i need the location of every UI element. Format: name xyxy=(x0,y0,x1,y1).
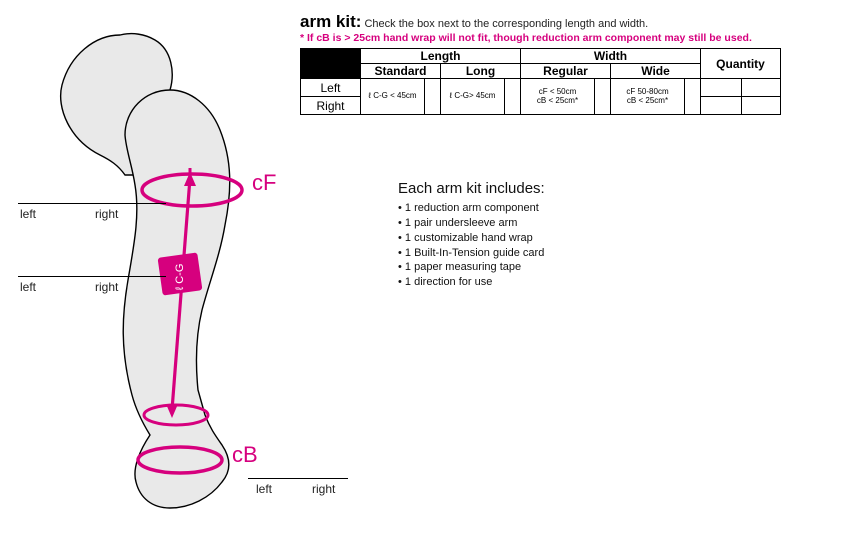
includes-item: • 1 direction for use xyxy=(398,275,545,290)
includes-item: • 1 paper measuring tape xyxy=(398,260,545,275)
length-group-header: Length xyxy=(361,49,521,64)
left-label-upper: left xyxy=(20,207,36,221)
wide-header: Wide xyxy=(611,64,701,79)
cell-wide-text: cF 50-80cm cB < 25cm* xyxy=(611,79,684,114)
sizing-table: Length Width Quantity Standard Long Regu… xyxy=(300,48,781,115)
qty-right-a[interactable] xyxy=(701,97,741,114)
checkbox-wide[interactable] xyxy=(684,79,700,114)
checkbox-long[interactable] xyxy=(504,79,520,114)
cell-standard: ℓ C-G < 45cm xyxy=(361,79,441,115)
quantity-header: Quantity xyxy=(701,49,781,79)
lr-line-mid xyxy=(18,276,166,277)
long-header: Long xyxy=(441,64,521,79)
right-label-mid: right xyxy=(95,280,118,294)
right-label-bottom: right xyxy=(312,482,335,496)
cell-regular: cF < 50cm cB < 25cm* xyxy=(521,79,611,115)
qty-right-b[interactable] xyxy=(741,97,781,114)
title-prefix: arm kit: xyxy=(300,12,361,31)
width-group-header: Width xyxy=(521,49,701,64)
includes-item: • 1 pair undersleeve arm xyxy=(398,216,545,231)
cell-long: ℓ C-G> 45cm xyxy=(441,79,521,115)
cell-regular-text: cF < 50cm cB < 25cm* xyxy=(521,79,594,114)
warning-text: * If cB is > 25cm hand wrap will not fit… xyxy=(300,32,752,44)
left-label-bottom: left xyxy=(256,482,272,496)
standard-header: Standard xyxy=(361,64,441,79)
lr-line-upper xyxy=(18,203,166,204)
cell-long-text: ℓ C-G> 45cm xyxy=(441,79,504,114)
title-line: arm kit: Check the box next to the corre… xyxy=(300,12,752,32)
qty-left-b[interactable] xyxy=(741,79,781,96)
qty-left-a[interactable] xyxy=(701,79,741,96)
includes-block: Each arm kit includes: • 1 reduction arm… xyxy=(398,180,545,290)
includes-item: • 1 Built-In-Tension guide card xyxy=(398,246,545,261)
cF-label: cF xyxy=(252,170,276,196)
lr-line-bottom xyxy=(248,478,348,479)
cB-label: cB xyxy=(232,442,258,468)
title-rest: Check the box next to the corresponding … xyxy=(364,18,648,30)
regular-header: Regular xyxy=(521,64,611,79)
left-label-mid: left xyxy=(20,280,36,294)
checkbox-regular[interactable] xyxy=(594,79,610,114)
length-box-text: ℓ C-G xyxy=(174,264,186,291)
includes-heading: Each arm kit includes: xyxy=(398,180,545,197)
includes-item: • 1 customizable hand wrap xyxy=(398,231,545,246)
cell-qty-right xyxy=(701,97,781,115)
arm-diagram: ℓ C-G xyxy=(0,30,340,540)
right-label-upper: right xyxy=(95,207,118,221)
includes-item: • 1 reduction arm component xyxy=(398,201,545,216)
cell-wide: cF 50-80cm cB < 25cm* xyxy=(611,79,701,115)
cell-standard-text: ℓ C-G < 45cm xyxy=(361,79,424,114)
cell-qty-left xyxy=(701,79,781,97)
checkbox-standard[interactable] xyxy=(424,79,440,114)
